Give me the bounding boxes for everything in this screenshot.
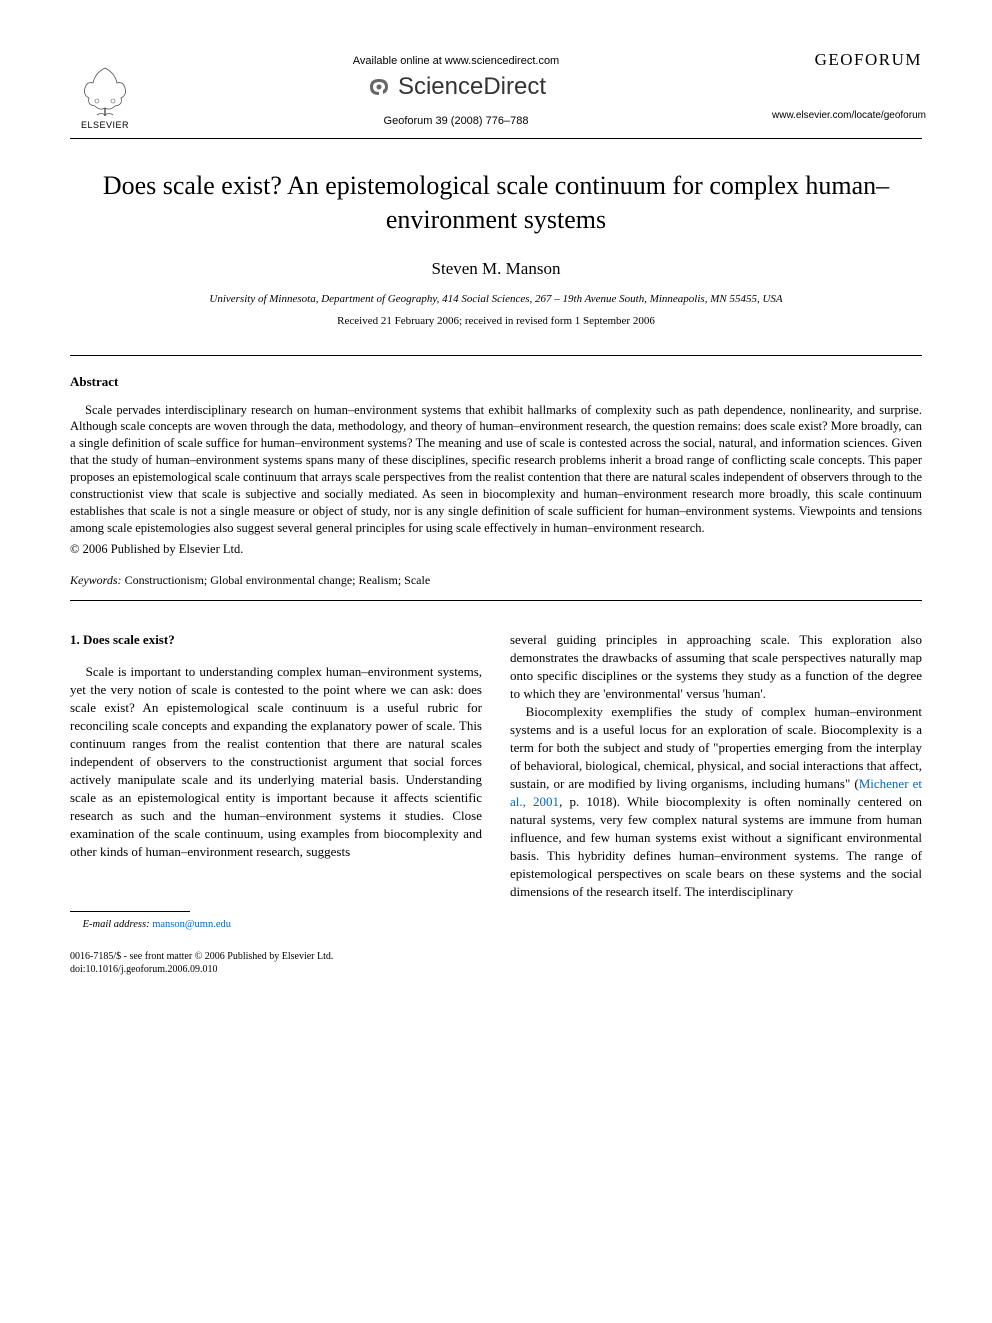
elsevier-logo: ELSEVIER <box>70 50 140 130</box>
author-name: Steven M. Manson <box>70 259 922 279</box>
abstract-body: Scale pervades interdisciplinary researc… <box>70 402 922 537</box>
footer-line-1: 0016-7185/$ - see front matter © 2006 Pu… <box>70 950 922 963</box>
footnote-line: E-mail address: manson@umn.edu <box>70 918 482 932</box>
abstract-bottom-rule <box>70 600 922 601</box>
keywords-label: Keywords: <box>70 573 122 587</box>
footnote-rule <box>70 911 190 912</box>
column-left: 1. Does scale exist? Scale is important … <box>70 631 482 932</box>
body-columns: 1. Does scale exist? Scale is important … <box>70 631 922 932</box>
abstract-copyright: © 2006 Published by Elsevier Ltd. <box>70 541 922 558</box>
citation-text: Geoforum 39 (2008) 776–788 <box>140 115 772 127</box>
footer-line-2: doi:10.1016/j.geoforum.2006.09.010 <box>70 963 922 976</box>
elsevier-label: ELSEVIER <box>81 120 129 130</box>
abstract-heading: Abstract <box>70 374 922 390</box>
sciencedirect-icon <box>366 74 392 100</box>
elsevier-tree-icon <box>75 63 135 118</box>
header-center: Available online at www.sciencedirect.co… <box>140 50 772 127</box>
section-1-col2-p1: several guiding principles in approachin… <box>510 631 922 703</box>
col2-p2-part-b: , p. 1018). While biocomplexity is often… <box>510 794 922 899</box>
page-footer: 0016-7185/$ - see front matter © 2006 Pu… <box>70 950 922 976</box>
section-1-col2-p2: Biocomplexity exemplifies the study of c… <box>510 703 922 900</box>
article-title: Does scale exist? An epistemological sca… <box>70 169 922 237</box>
section-1-heading: 1. Does scale exist? <box>70 631 482 649</box>
author-affiliation: University of Minnesota, Department of G… <box>70 293 922 305</box>
header-rule <box>70 138 922 139</box>
section-1-col1-p1: Scale is important to understanding comp… <box>70 663 482 860</box>
column-right: several guiding principles in approachin… <box>510 631 922 932</box>
header-row: ELSEVIER Available online at www.science… <box>70 50 922 130</box>
article-dates: Received 21 February 2006; received in r… <box>70 315 922 327</box>
footnote-label: E-mail address: <box>83 919 150 930</box>
sciencedirect-brand: ScienceDirect <box>140 73 772 101</box>
journal-box: GEOFORUM www.elsevier.com/locate/geoforu… <box>772 50 922 121</box>
keywords-line: Keywords: Constructionism; Global enviro… <box>70 573 922 588</box>
abstract-top-rule <box>70 355 922 356</box>
keywords-list: Constructionism; Global environmental ch… <box>125 573 431 587</box>
journal-url: www.elsevier.com/locate/geoforum <box>772 110 922 121</box>
email-link[interactable]: manson@umn.edu <box>152 919 231 930</box>
journal-name: GEOFORUM <box>772 50 922 70</box>
available-online-text: Available online at www.sciencedirect.co… <box>140 55 772 67</box>
sciencedirect-text: ScienceDirect <box>398 73 546 101</box>
